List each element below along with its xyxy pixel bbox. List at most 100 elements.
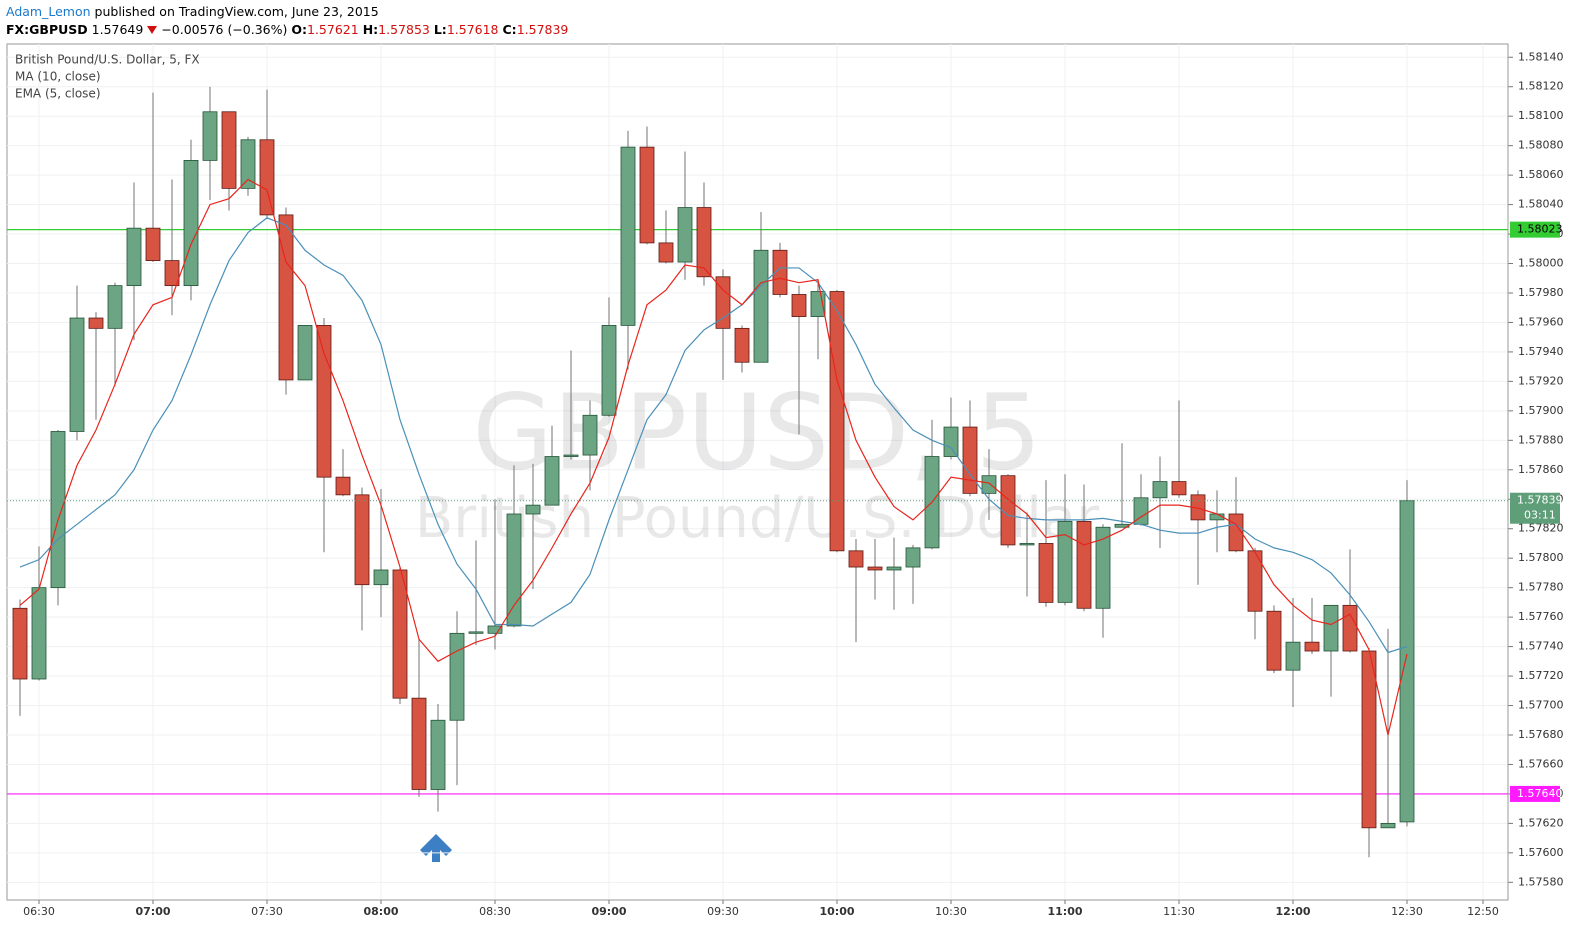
- price-box: [1510, 221, 1560, 238]
- candle-body: [1285, 641, 1301, 671]
- x-tick-label: 07:30: [251, 905, 283, 918]
- y-tick-label: 1.57780: [1518, 581, 1564, 594]
- candle-body: [677, 207, 693, 263]
- x-tick-label: 10:00: [819, 905, 854, 918]
- candle-body: [753, 249, 769, 363]
- candle-body: [620, 146, 636, 326]
- ohlc-value: 1.57621: [307, 22, 359, 37]
- candle-body: [1095, 526, 1111, 609]
- author[interactable]: Adam_Lemon: [6, 4, 91, 19]
- candle-body: [430, 719, 446, 790]
- candle-body: [1171, 481, 1187, 496]
- candle-body: [1304, 641, 1320, 652]
- y-tick-label: 1.57860: [1518, 463, 1564, 476]
- ohlc-label: L:: [433, 22, 447, 37]
- y-tick-label: 1.58040: [1518, 198, 1564, 211]
- grid: [7, 44, 1508, 900]
- symbol-line: FX:GBPUSD 1.57649 −0.00576 (−0.36%) O:1.…: [6, 21, 568, 39]
- price-box-label: 1.58023: [1517, 223, 1563, 236]
- x-tick-label: 08:00: [363, 905, 398, 918]
- candle-body: [1361, 650, 1377, 829]
- candle-body: [943, 426, 959, 457]
- y-tick-label: 1.57920: [1518, 374, 1564, 387]
- y-tick-label: 1.57760: [1518, 610, 1564, 623]
- candle-body: [962, 426, 978, 494]
- watermark: British Pound/U.S. Dollar: [415, 486, 1100, 551]
- candle-body: [202, 111, 218, 161]
- candle-body: [183, 159, 199, 287]
- y-tick-label: 1.58120: [1518, 80, 1564, 93]
- candle-body: [601, 325, 617, 416]
- candle-body: [31, 587, 47, 680]
- y-tick-label: 1.57960: [1518, 315, 1564, 328]
- ohlc-label: H:: [362, 22, 379, 37]
- y-tick-label: 1.58060: [1518, 168, 1564, 181]
- y-tick-label: 1.57720: [1518, 669, 1564, 682]
- x-tick-label: 06:30: [23, 905, 55, 918]
- candle-body: [563, 454, 579, 457]
- price-box: [1510, 785, 1560, 802]
- countdown: 03:11: [1524, 509, 1556, 522]
- candle-body: [886, 566, 902, 571]
- change: −0.00576 (−0.36%): [161, 22, 288, 37]
- x-tick-label: 11:30: [1163, 905, 1195, 918]
- candle-body: [639, 146, 655, 244]
- candle-body: [12, 607, 28, 680]
- candle-body: [867, 566, 883, 571]
- ohlc-label: O:: [291, 22, 307, 37]
- candle-body: [1266, 610, 1282, 671]
- candle-body: [848, 550, 864, 568]
- down-triangle: [147, 26, 158, 34]
- legend-entry: EMA (5, close): [15, 87, 101, 101]
- last-price: 1.57649: [91, 22, 144, 37]
- ohlc-label: C:: [502, 22, 517, 37]
- y-tick-label: 1.57940: [1518, 345, 1564, 358]
- candle-body: [1000, 475, 1016, 546]
- candle-body: [335, 476, 351, 496]
- x-tick-label: 10:30: [935, 905, 967, 918]
- y-tick-label: 1.57740: [1518, 640, 1564, 653]
- y-tick-label: 1.57620: [1518, 816, 1564, 829]
- x-tick-label: 12:00: [1275, 905, 1310, 918]
- x-tick-label: 11:00: [1047, 905, 1082, 918]
- y-tick-label: 1.57820: [1518, 522, 1564, 535]
- candle-body: [506, 513, 522, 627]
- published: published on TradingView.com, June 23, 2…: [94, 4, 379, 19]
- legend-entry: MA (10, close): [15, 70, 101, 84]
- candle-body: [50, 431, 66, 589]
- candle-body: [734, 327, 750, 363]
- candle-body: [297, 325, 313, 381]
- candle-body: [1323, 604, 1339, 652]
- candle-body: [449, 632, 465, 721]
- x-tick-label: 07:00: [135, 905, 170, 918]
- candle-body: [107, 285, 123, 329]
- up-arrow: [420, 834, 452, 862]
- candle-body: [981, 475, 997, 494]
- candle-body: [411, 697, 427, 790]
- candle-body: [145, 227, 161, 261]
- y-tick-label: 1.58100: [1518, 109, 1564, 122]
- candle-body: [316, 325, 332, 478]
- candle-body: [1399, 500, 1415, 823]
- ohlc-value: 1.57839: [516, 22, 569, 37]
- candle-body: [487, 625, 503, 634]
- candle-body: [354, 494, 370, 586]
- y-tick-label: 1.57660: [1518, 757, 1564, 770]
- x-tick-label: 12:30: [1391, 905, 1423, 918]
- candle-body: [278, 214, 294, 381]
- y-tick-label: 1.57880: [1518, 433, 1564, 446]
- x-tick-label: 12:50: [1467, 905, 1499, 918]
- candle-body: [1342, 604, 1358, 652]
- price-box-label: 1.57839: [1517, 494, 1563, 507]
- candle-body: [164, 260, 180, 287]
- y-tick-label: 1.58140: [1518, 50, 1564, 63]
- ohlc-value: 1.57618: [446, 22, 499, 37]
- candle-body: [829, 291, 845, 552]
- y-tick-label: 1.57800: [1518, 551, 1564, 564]
- candle-body: [582, 414, 598, 456]
- y-tick-label: 1.58080: [1518, 139, 1564, 152]
- indicator-line: [19, 178, 1408, 736]
- candle-body: [88, 317, 104, 329]
